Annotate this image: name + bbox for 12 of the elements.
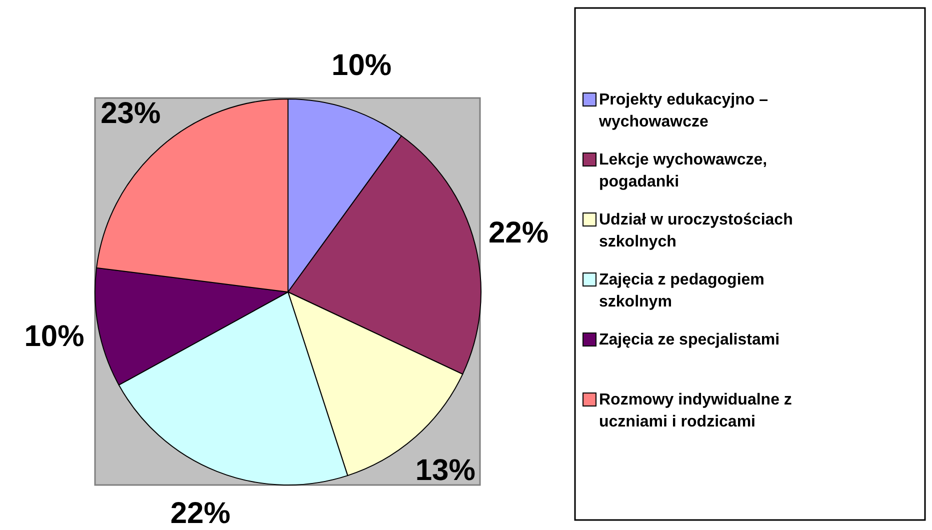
legend-label: Projekty edukacyjno – wychowawcze [598, 92, 768, 130]
data-label: 22% [488, 216, 549, 250]
data-label: 10% [24, 320, 84, 354]
data-label: 22% [170, 496, 230, 530]
data-label: 13% [415, 454, 476, 488]
legend-label: Udział w uroczystościach szkolnych [599, 212, 793, 250]
legend-label: Rozmowy indywidualne z uczniami i rodzicami [599, 392, 792, 430]
legend-label: Zajęcia ze specjalistami [599, 332, 780, 348]
data-label: 10% [332, 49, 392, 82]
data-label: 23% [100, 96, 161, 130]
legend-label: Zajęcia z pedagogiem szkolnym [599, 272, 764, 310]
legend-label: Lekcje wychowawcze, pogadanki [599, 152, 768, 190]
